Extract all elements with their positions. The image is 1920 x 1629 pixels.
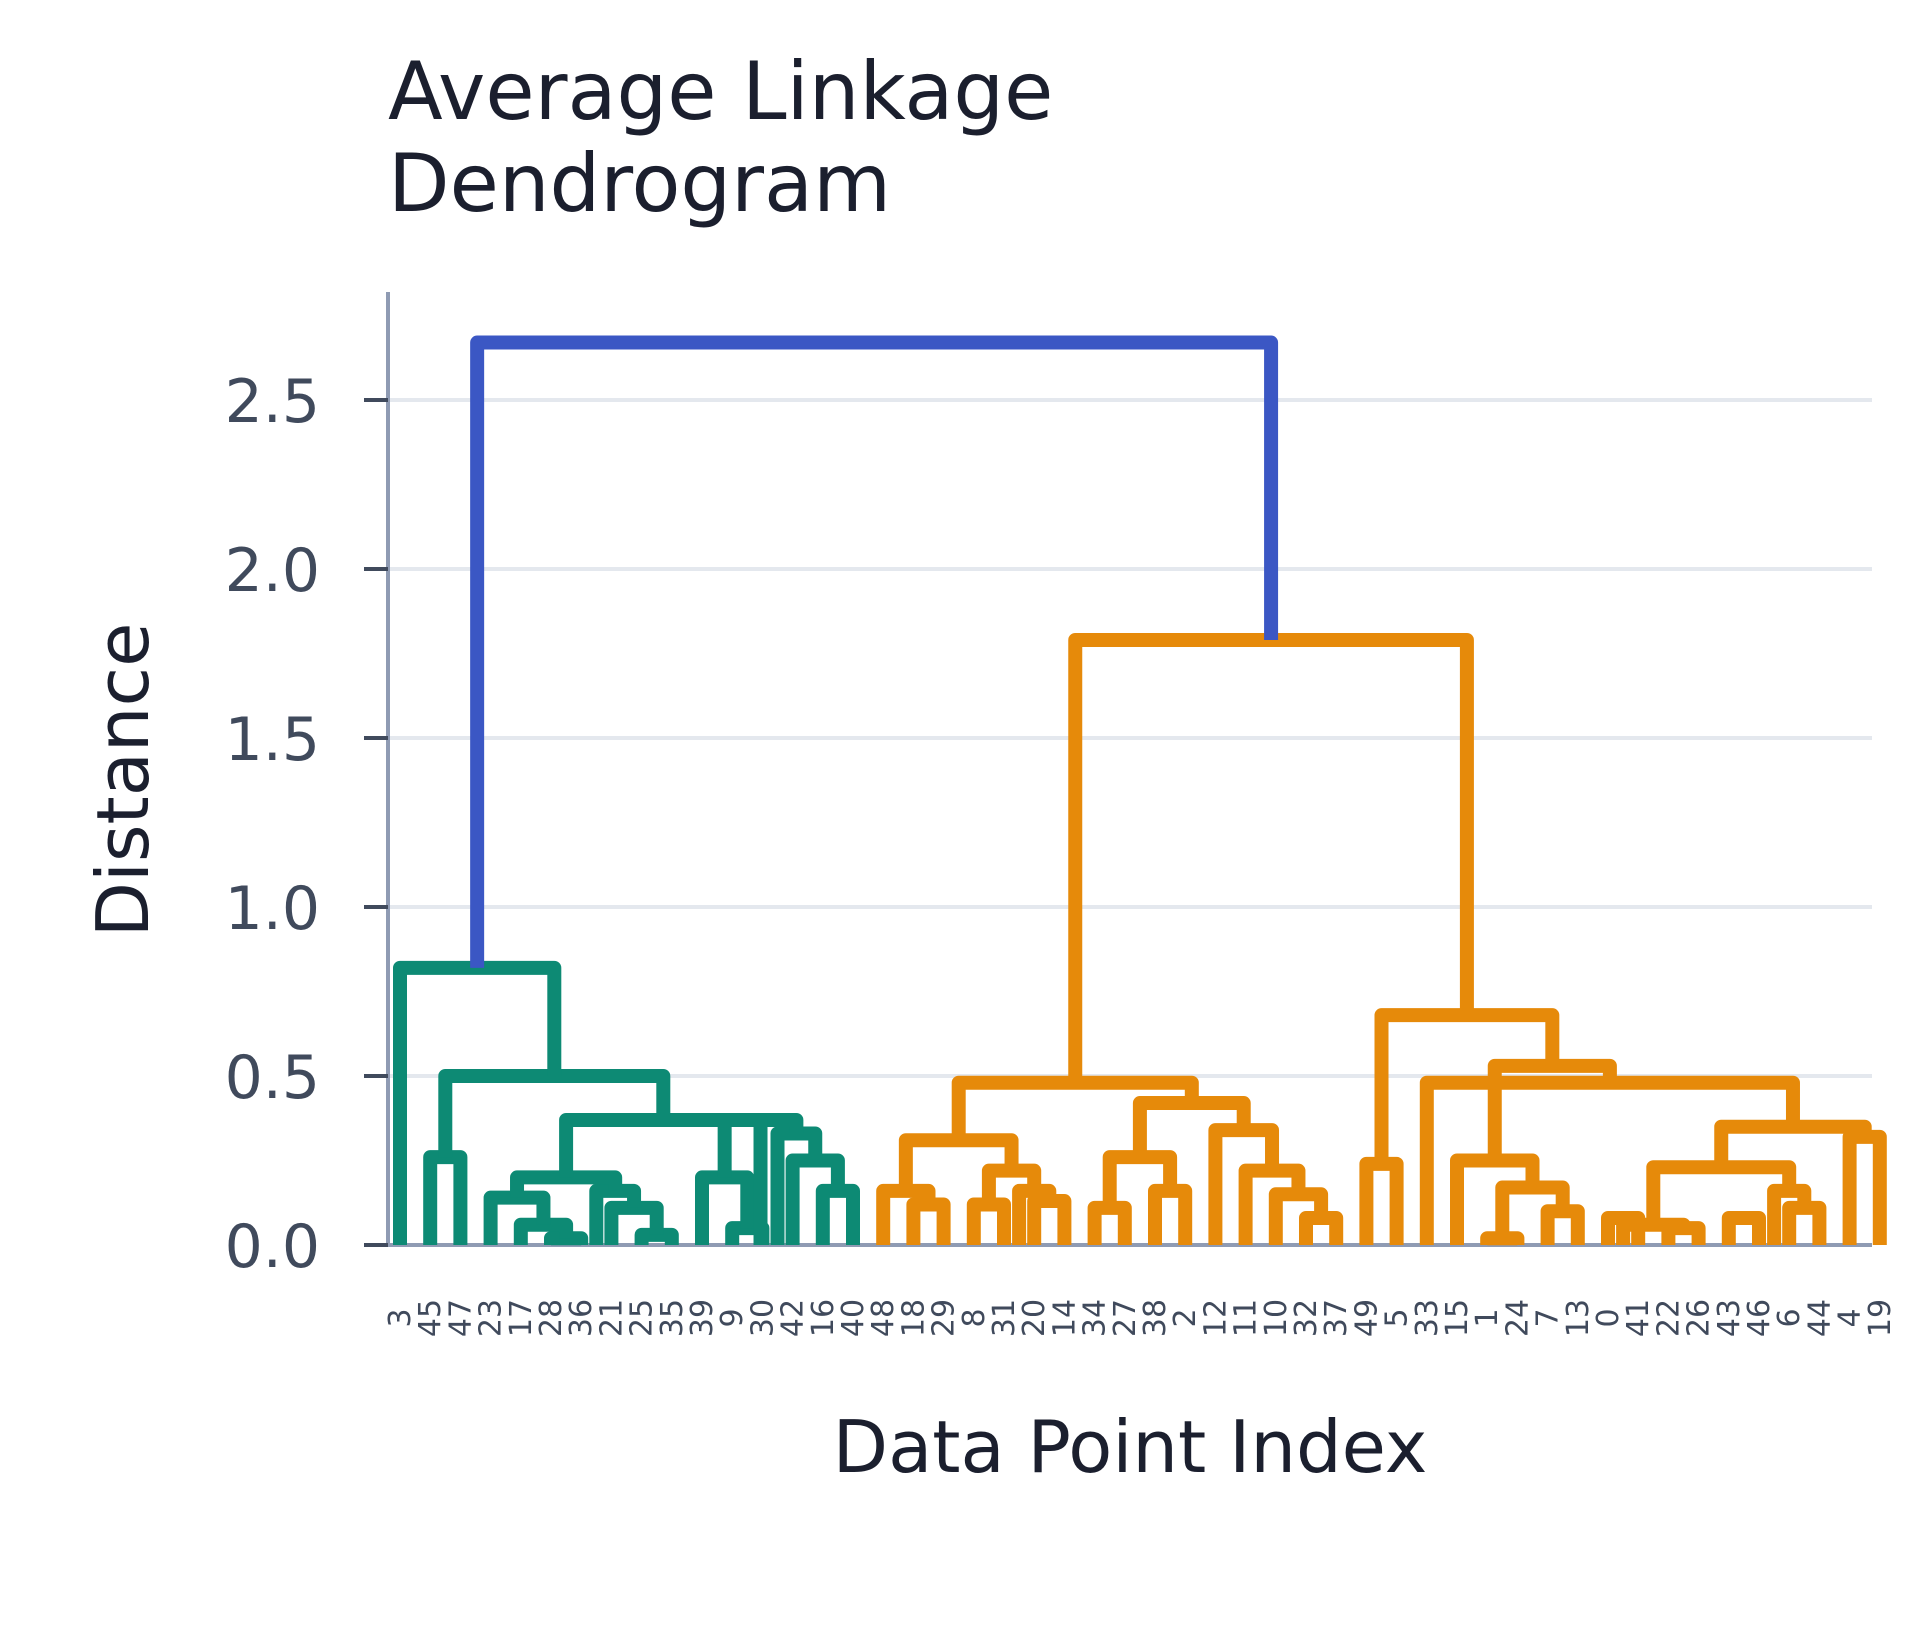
dendrogram-link-27 bbox=[1299, 1210, 1344, 1245]
x-tick-label-5: 28 bbox=[534, 1299, 569, 1337]
y-tick-label-1: 0.5 bbox=[225, 1043, 320, 1113]
dendrogram-link-20 bbox=[1027, 1194, 1072, 1245]
y-tick-labels: 0.0 0.5 1.0 1.5 2.0 2.5 bbox=[225, 367, 320, 1282]
chart-title-line-1: Average Linkage bbox=[388, 45, 1054, 138]
x-tick-label-38: 7 bbox=[1531, 1308, 1566, 1327]
dendrogram-link-1 bbox=[544, 1231, 589, 1246]
x-tick-label-6: 36 bbox=[564, 1299, 599, 1337]
x-tick-label-11: 9 bbox=[715, 1308, 750, 1327]
dendrogram-link-41 bbox=[1721, 1210, 1766, 1245]
dendrogram-link-11 bbox=[785, 1153, 845, 1245]
x-tick-label-40: 0 bbox=[1591, 1308, 1626, 1327]
x-tick-label-34: 33 bbox=[1410, 1299, 1445, 1337]
y-tick-label-2: 1.0 bbox=[225, 874, 320, 944]
dendrogram-links bbox=[393, 335, 1887, 1246]
y-tick-label-4: 2.0 bbox=[225, 536, 320, 606]
x-tick-label-13: 42 bbox=[776, 1299, 811, 1337]
x-tick-label-43: 26 bbox=[1682, 1299, 1717, 1337]
dendrogram-link-0 bbox=[423, 1150, 468, 1245]
x-axis-title: Data Point Index bbox=[833, 1405, 1428, 1489]
dendrogram-link-42 bbox=[1782, 1200, 1827, 1245]
y-tick-label-5: 2.5 bbox=[225, 367, 320, 437]
x-tick-label-15: 40 bbox=[836, 1299, 871, 1337]
x-tick-label-27: 12 bbox=[1198, 1299, 1233, 1337]
x-tick-label-37: 24 bbox=[1500, 1299, 1535, 1337]
x-tick-label-19: 8 bbox=[957, 1308, 992, 1327]
chart-title-line-2: Dendrogram bbox=[388, 137, 892, 230]
dendrogram-link-17 bbox=[906, 1197, 951, 1245]
y-tick-label-0: 0.0 bbox=[225, 1212, 320, 1282]
x-tick-label-42: 22 bbox=[1651, 1299, 1686, 1337]
x-tick-label-46: 6 bbox=[1772, 1308, 1807, 1327]
x-tick-label-33: 5 bbox=[1380, 1308, 1415, 1327]
dendrogram-link-35 bbox=[1540, 1204, 1585, 1245]
x-tick-label-26: 2 bbox=[1168, 1308, 1203, 1327]
x-tick-label-35: 15 bbox=[1440, 1299, 1475, 1337]
x-tick-label-4: 17 bbox=[504, 1299, 539, 1337]
x-tick-label-31: 37 bbox=[1319, 1299, 1354, 1337]
x-tick-label-17: 18 bbox=[896, 1299, 931, 1337]
dendrogram-link-45 bbox=[1842, 1129, 1887, 1245]
x-tick-label-3: 23 bbox=[474, 1299, 509, 1337]
x-tick-label-2: 47 bbox=[443, 1299, 478, 1337]
x-tick-label-39: 13 bbox=[1561, 1299, 1596, 1337]
x-tick-label-7: 21 bbox=[594, 1299, 629, 1337]
x-tick-label-25: 38 bbox=[1138, 1299, 1173, 1337]
dendrogram-link-18 bbox=[876, 1183, 936, 1245]
dendrogram-link-33 bbox=[1359, 1156, 1404, 1245]
x-tick-label-45: 46 bbox=[1742, 1299, 1777, 1337]
x-tick-label-12: 30 bbox=[745, 1299, 780, 1337]
x-tick-labels: 3454723172836212535399304216404818298312… bbox=[383, 1299, 1898, 1337]
x-tick-label-24: 27 bbox=[1108, 1299, 1143, 1337]
x-tick-label-14: 16 bbox=[806, 1299, 841, 1337]
dendrogram-link-25 bbox=[1148, 1183, 1193, 1245]
x-tick-label-29: 10 bbox=[1259, 1299, 1294, 1337]
x-tick-label-44: 43 bbox=[1712, 1299, 1747, 1337]
gridlines bbox=[388, 398, 1872, 1078]
x-tick-label-8: 25 bbox=[625, 1299, 660, 1337]
x-tick-label-47: 44 bbox=[1802, 1299, 1837, 1337]
x-tick-label-36: 1 bbox=[1470, 1308, 1505, 1327]
x-tick-label-48: 4 bbox=[1833, 1308, 1868, 1327]
x-tick-label-10: 39 bbox=[685, 1299, 720, 1337]
x-tick-label-1: 45 bbox=[413, 1299, 448, 1337]
x-tick-label-22: 14 bbox=[1047, 1299, 1082, 1337]
x-tick-label-30: 32 bbox=[1289, 1299, 1324, 1337]
x-tick-label-28: 11 bbox=[1229, 1299, 1264, 1337]
y-tick-label-3: 1.5 bbox=[225, 705, 320, 775]
x-tick-label-21: 20 bbox=[1017, 1299, 1052, 1337]
axes bbox=[364, 292, 1872, 1247]
x-tick-label-23: 34 bbox=[1078, 1299, 1113, 1337]
y-axis-title: Distance bbox=[81, 623, 165, 938]
x-tick-label-49: 19 bbox=[1863, 1299, 1898, 1337]
x-tick-label-0: 3 bbox=[383, 1308, 418, 1327]
dendrogram-link-32 bbox=[951, 1075, 1199, 1141]
x-tick-label-16: 48 bbox=[866, 1299, 901, 1337]
dendrogram-link-34 bbox=[1480, 1231, 1525, 1246]
x-tick-label-41: 41 bbox=[1621, 1299, 1656, 1337]
x-tick-label-9: 35 bbox=[655, 1299, 690, 1337]
dendrogram-link-19 bbox=[966, 1197, 1011, 1245]
x-tick-label-32: 49 bbox=[1349, 1299, 1384, 1337]
dendrogram-link-51 bbox=[470, 335, 1279, 968]
x-tick-label-20: 31 bbox=[987, 1299, 1022, 1337]
chart-title: Average Linkage Dendrogram bbox=[388, 46, 1053, 230]
dendrogram-link-24 bbox=[1087, 1200, 1132, 1245]
dendrogram-link-22 bbox=[981, 1163, 1042, 1205]
x-tick-label-18: 29 bbox=[927, 1299, 962, 1337]
dendrogram-link-10 bbox=[815, 1183, 860, 1245]
